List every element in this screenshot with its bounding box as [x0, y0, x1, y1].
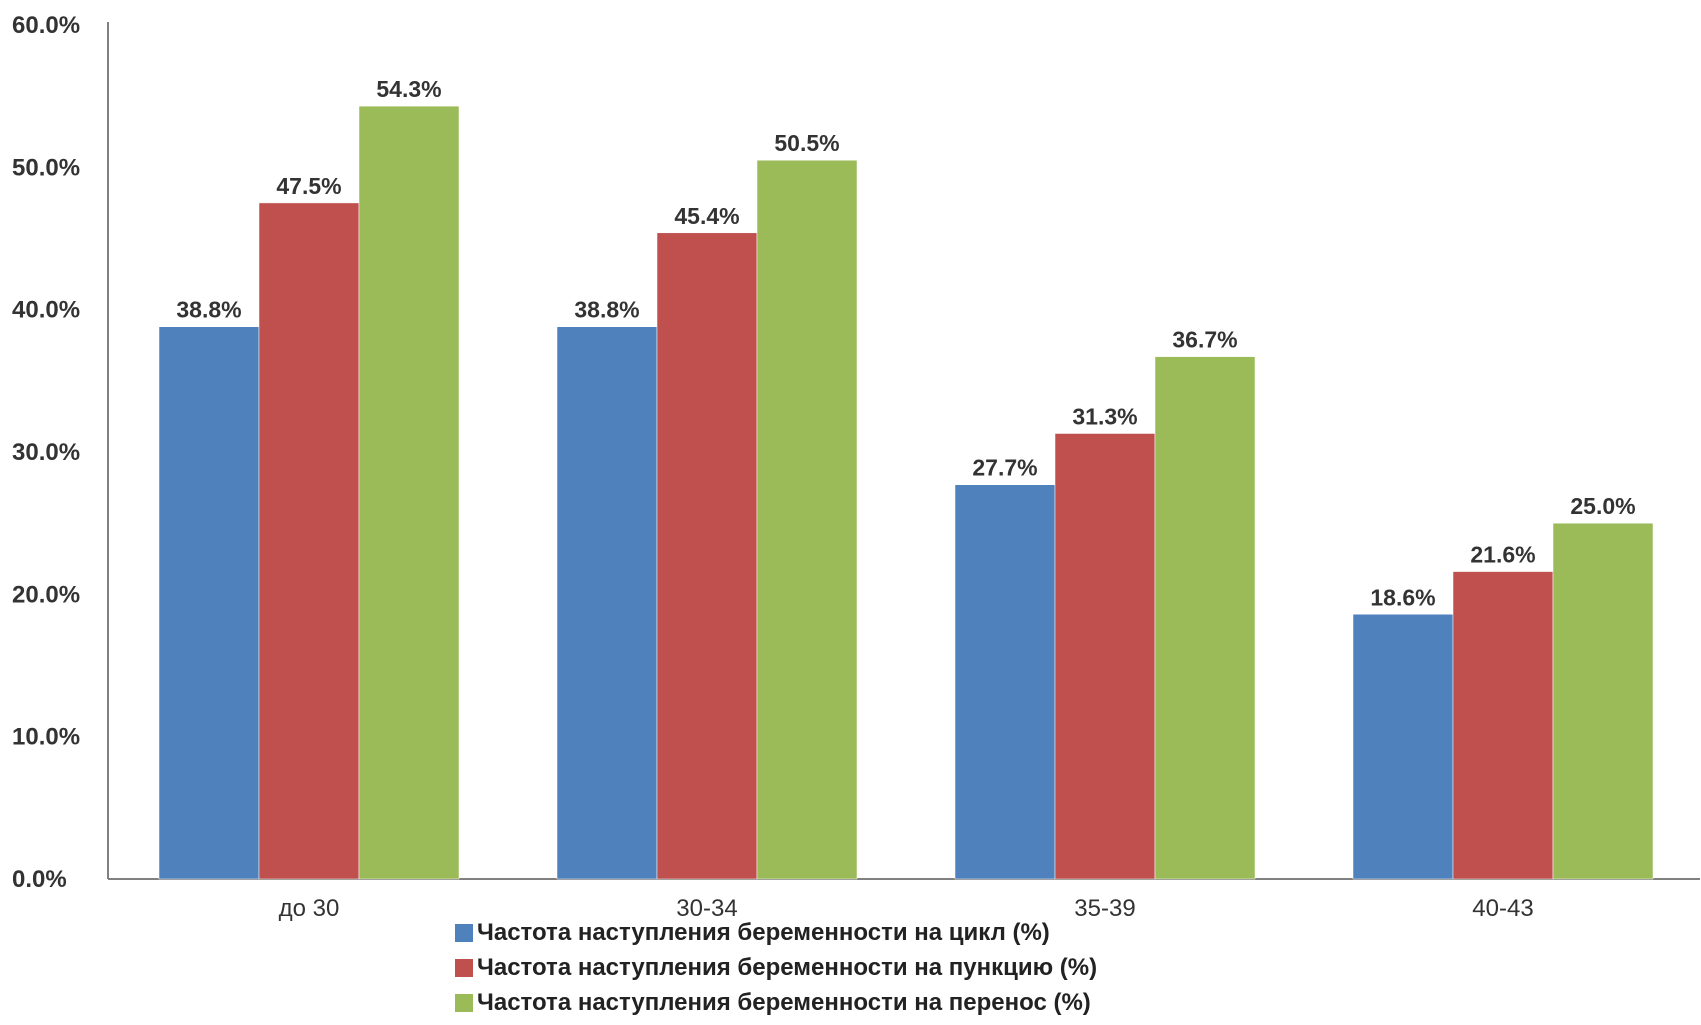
- bar: [1452, 571, 1554, 880]
- bar: [1054, 433, 1156, 880]
- data-label: 38.8%: [574, 297, 639, 323]
- y-tick-label: 30.0%: [12, 439, 80, 466]
- data-label: 47.5%: [276, 173, 341, 199]
- data-label: 27.7%: [972, 455, 1037, 481]
- bar: [158, 326, 260, 880]
- legend-swatch: [455, 994, 473, 1012]
- bar: [756, 159, 858, 880]
- data-label: 18.6%: [1370, 584, 1435, 610]
- bar: [1552, 522, 1654, 880]
- y-tick-label: 20.0%: [12, 581, 80, 608]
- data-label: 38.8%: [176, 297, 241, 323]
- data-label: 21.6%: [1470, 542, 1535, 568]
- bar: [656, 232, 758, 880]
- data-label: 45.4%: [674, 203, 739, 229]
- data-label: 54.3%: [376, 76, 441, 102]
- x-tick-label: 40-43: [1472, 895, 1533, 922]
- data-label: 31.3%: [1072, 403, 1137, 429]
- x-tick-label: 30-34: [676, 895, 737, 922]
- bar: [1154, 356, 1256, 880]
- data-label: 50.5%: [774, 130, 839, 156]
- legend-swatch: [455, 959, 473, 977]
- bar: [556, 326, 658, 880]
- legend-label: Частота наступления беременности на пунк…: [477, 954, 1097, 981]
- y-tick-label: 10.0%: [12, 724, 80, 751]
- legend: Частота наступления беременности на цикл…: [455, 919, 1097, 1016]
- x-tick-label: до 30: [279, 895, 340, 922]
- bar: [258, 202, 360, 880]
- data-labels: 38.8% 47.5% 54.3% 38.8% 45.4% 50.5% 27.7% 31.3%…: [176, 76, 1635, 610]
- bar: [358, 105, 460, 880]
- legend-swatch: [455, 924, 473, 942]
- bars: [158, 105, 1654, 880]
- y-tick-label: 0.0%: [12, 866, 67, 893]
- y-tick-label: 40.0%: [12, 297, 80, 324]
- y-tick-label: 50.0%: [12, 154, 80, 181]
- legend-label: Частота наступления беременности на цикл…: [477, 919, 1050, 946]
- data-label: 25.0%: [1570, 493, 1635, 519]
- data-label: 36.7%: [1172, 327, 1237, 353]
- bar: [954, 484, 1056, 880]
- legend-label: Частота наступления беременности на пере…: [477, 989, 1091, 1016]
- bar: [1352, 614, 1454, 880]
- y-tick-label: 60.0%: [12, 12, 80, 39]
- axes: 0.0% 10.0% 20.0% 30.0% 40.0% 50.0% 60.0% до 30 3…: [12, 12, 1700, 922]
- x-tick-label: 35-39: [1074, 895, 1135, 922]
